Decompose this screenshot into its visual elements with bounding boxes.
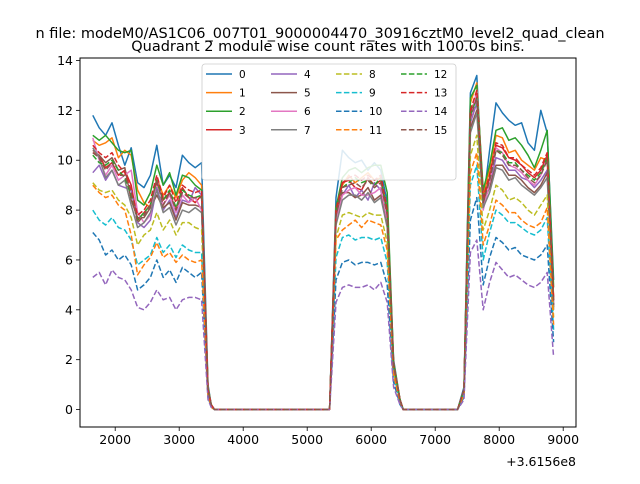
- y-tick-label: 2: [65, 352, 73, 367]
- legend-label-7: 7: [304, 125, 311, 137]
- legend-label-2: 2: [239, 106, 246, 118]
- x-tick-label: 5000: [291, 432, 323, 447]
- legend-label-4: 4: [304, 69, 311, 81]
- x-tick-label: 7000: [419, 432, 451, 447]
- x-tick-label: 9000: [547, 432, 579, 447]
- x-axis-offset-label: +3.6156e8: [506, 454, 576, 469]
- x-tick-label: 3000: [163, 432, 195, 447]
- legend-label-3: 3: [239, 125, 246, 137]
- y-axis-ticks: 0 2 4 6 8 10 12 14: [57, 53, 80, 417]
- series-line-10: [92, 196, 555, 411]
- series-line-11: [92, 151, 555, 411]
- x-tick-label: 8000: [483, 432, 515, 447]
- legend-label-0: 0: [239, 69, 246, 81]
- y-tick-label: 14: [57, 53, 73, 68]
- figure-suptitle: n file: modeM0/AS1C06_007T01_9000004470_…: [35, 26, 604, 42]
- legend-label-1: 1: [239, 88, 246, 100]
- y-tick-label: 12: [57, 103, 73, 118]
- x-axis-ticks: 2000 3000 4000 5000 6000 7000 8000 9000: [99, 427, 579, 447]
- series-line-14: [92, 239, 555, 411]
- x-tick-label: 4000: [227, 432, 259, 447]
- x-tick-label: 2000: [99, 432, 131, 447]
- legend-label-9: 9: [369, 88, 376, 100]
- legend-label-13: 13: [434, 88, 447, 100]
- legend-label-12: 12: [434, 69, 447, 81]
- y-tick-label: 10: [57, 153, 73, 168]
- y-tick-label: 8: [65, 203, 73, 218]
- legend-label-8: 8: [369, 69, 376, 81]
- legend-label-10: 10: [369, 106, 382, 118]
- y-tick-label: 4: [65, 302, 73, 317]
- legend-label-14: 14: [434, 106, 448, 118]
- legend-frame: [201, 63, 457, 181]
- legend-label-15: 15: [434, 125, 447, 137]
- y-tick-label: 0: [65, 402, 73, 417]
- series-line-15: [92, 97, 555, 411]
- legend-label-5: 5: [304, 88, 311, 100]
- x-tick-label: 6000: [355, 432, 387, 447]
- legend-label-11: 11: [369, 125, 382, 137]
- chart-title: Quadrant 2 module wise count rates with …: [131, 39, 525, 55]
- legend-label-6: 6: [304, 106, 311, 118]
- y-tick-label: 6: [65, 252, 73, 267]
- axes-frame: [79, 57, 577, 428]
- series-layer: [92, 74, 555, 411]
